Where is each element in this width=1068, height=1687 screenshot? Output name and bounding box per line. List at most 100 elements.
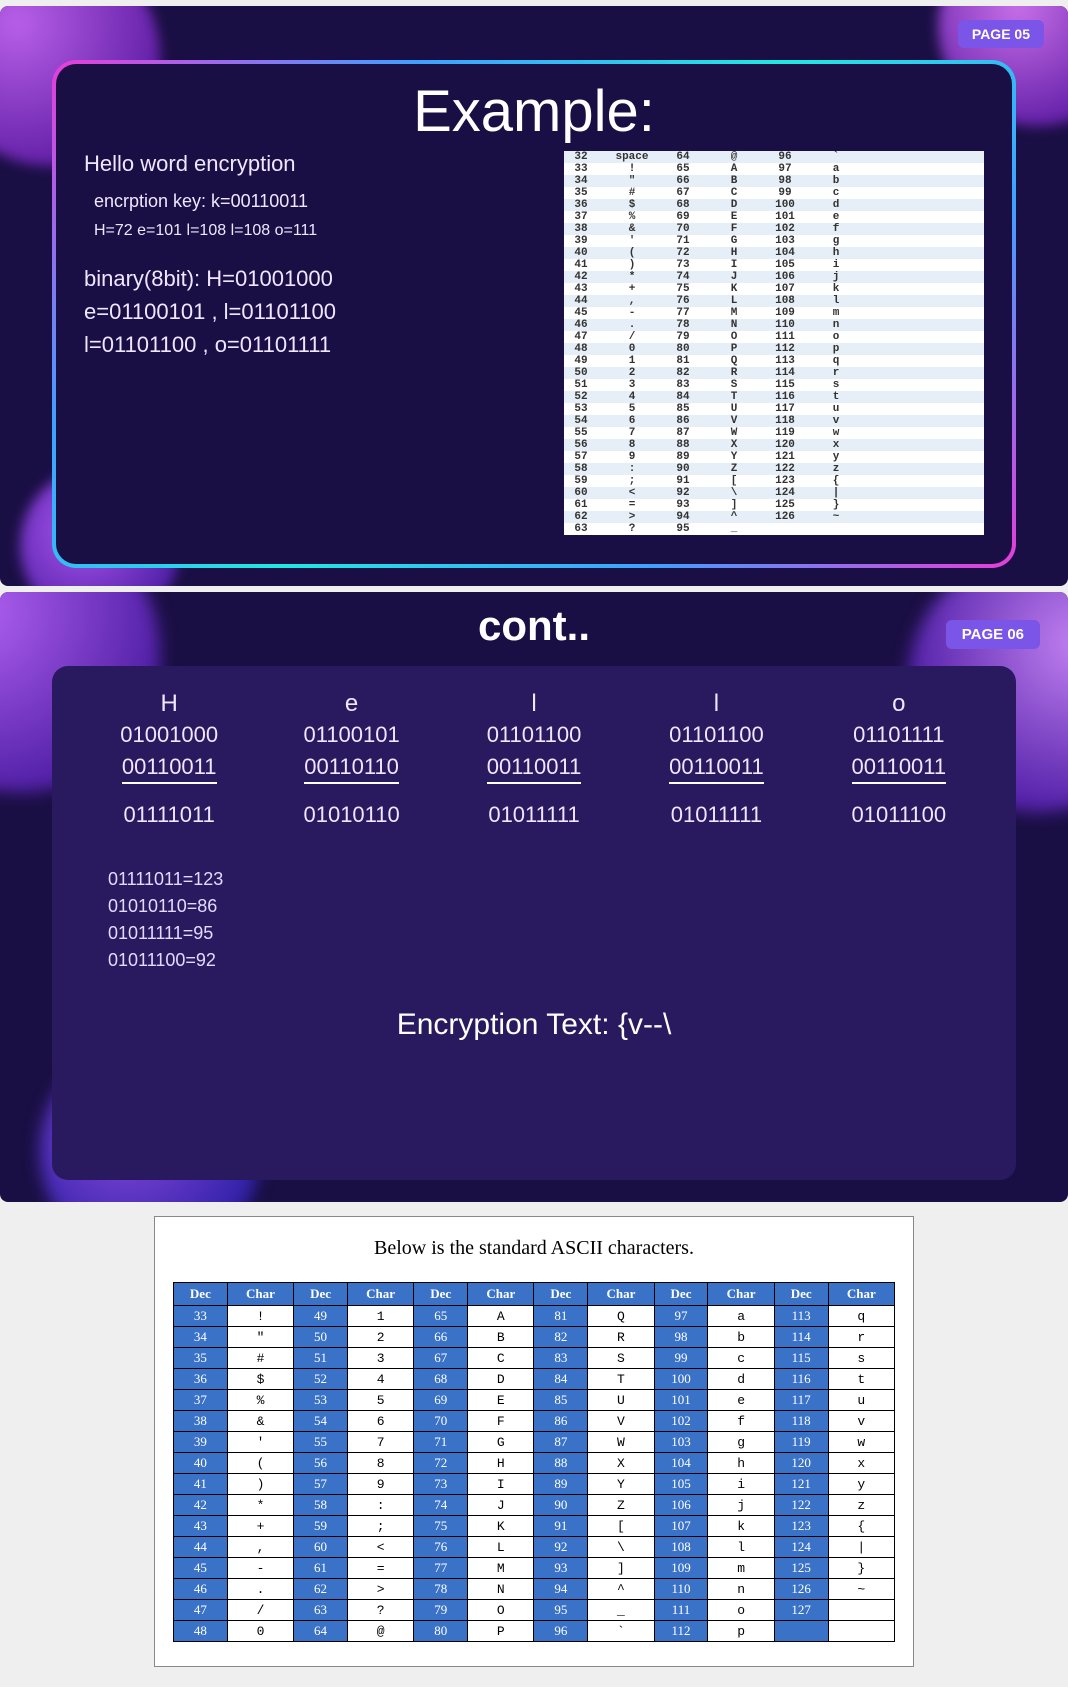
slide-title: cont.. [0, 602, 1068, 650]
decimal-results: 01111011=12301010110=8601011111=95010111… [108, 866, 976, 974]
table-row: 61=93]125} [564, 499, 984, 511]
key: 00110011 [122, 754, 217, 784]
table-row: 34"66B98b [564, 175, 984, 187]
text-line: encrption key: k=00110011 [84, 191, 540, 212]
table-row: 40(56872H88X104h120x [174, 1453, 895, 1474]
decimal-line: 01010110=86 [108, 893, 976, 920]
ascii-reference-card: Below is the standard ASCII characters. … [154, 1216, 914, 1667]
result: 01111011 [92, 802, 246, 828]
column-header: Dec [174, 1283, 228, 1306]
table-row: 35#67C99c [564, 187, 984, 199]
table-row: 56888X120x [564, 439, 984, 451]
text-line: Hello word encryption [84, 151, 540, 177]
table-row: 54686V118v [564, 415, 984, 427]
ascii-table: DecCharDecCharDecCharDecCharDecCharDecCh… [173, 1282, 895, 1642]
table-row: 36$68D100d [564, 199, 984, 211]
table-row: 41)57973I89Y105i121y [174, 1474, 895, 1495]
table-row: 37%53569E85U101e117u [174, 1390, 895, 1411]
table-row: 34"50266B82R98b114r [174, 1327, 895, 1348]
table-row: 44,76L108l [564, 295, 984, 307]
text-line: H=72 e=101 l=108 l=108 o=111 [84, 222, 540, 240]
result: 01011111 [639, 802, 793, 828]
table-row: 44,60<76L92\108l124| [174, 1537, 895, 1558]
content-frame: Example: Hello word encryption encrption… [52, 60, 1016, 568]
table-row: 46.62>78N94^110n126~ [174, 1579, 895, 1600]
letter: o [822, 690, 976, 718]
binary-line: l=01101100 , o=01101111 [84, 328, 540, 361]
table-row: 42*58:74J90Z106j122z [174, 1495, 895, 1516]
column-header: Char [227, 1283, 293, 1306]
table-row: 40(72H104h [564, 247, 984, 259]
table-row: 41)73I105i [564, 259, 984, 271]
table-row: 48080P112p [564, 343, 984, 355]
table-row: 47/79O111o [564, 331, 984, 343]
letter: l [639, 690, 793, 718]
table-row: 43+75K107k [564, 283, 984, 295]
xor-column: H 01001000 00110011 01111011 [92, 690, 246, 828]
table-row: 47/63?79O95_111o127 [174, 1600, 895, 1621]
card-title: Below is the standard ASCII characters. [173, 1237, 895, 1260]
column-header: Char [708, 1283, 774, 1306]
slide-text: Hello word encryption encrption key: k=0… [84, 151, 540, 535]
table-row: 42*74J106j [564, 271, 984, 283]
binary: 01101111 [822, 722, 976, 748]
key: 00110011 [487, 754, 582, 784]
column-header: Char [468, 1283, 534, 1306]
column-header: Char [347, 1283, 413, 1306]
binary: 01101100 [639, 722, 793, 748]
binary-line: binary(8bit): H=01001000 [84, 262, 540, 295]
table-row: 35#51367C83S99c115s [174, 1348, 895, 1369]
table-row: 43+59;75K91[107k123{ [174, 1516, 895, 1537]
slide-page-06: cont.. PAGE 06 H 01001000 00110011 01111011… [0, 592, 1068, 1202]
page-badge: PAGE 06 [946, 620, 1040, 649]
key: 00110011 [669, 754, 764, 784]
table-row: 55787W119w [564, 427, 984, 439]
content-panel: H 01001000 00110011 01111011 e01100101001101… [52, 666, 1016, 1180]
xor-column: l 01101100 00110011 01011111 [639, 690, 793, 828]
page-badge: PAGE 05 [958, 20, 1044, 48]
letter: l [457, 690, 611, 718]
table-row: 51383S115s [564, 379, 984, 391]
binary: 01101100 [457, 722, 611, 748]
xor-column: l 01101100 00110011 01011111 [457, 690, 611, 828]
letter: H [92, 690, 246, 718]
table-row: 62>94^126~ [564, 511, 984, 523]
column-header: Char [828, 1283, 894, 1306]
table-row: 49181Q113q [564, 355, 984, 367]
decimal-line: 01111011=123 [108, 866, 976, 893]
slide-page-05: PAGE 05 Example: Hello word encryption e… [0, 6, 1068, 586]
table-row: 45-77M109m [564, 307, 984, 319]
table-row: 53585U117u [564, 403, 984, 415]
slide-title: Example: [84, 78, 984, 145]
table-row: 38&70F102f [564, 223, 984, 235]
table-row: 36$52468D84T100d116t [174, 1369, 895, 1390]
table-row: 52484T116t [564, 391, 984, 403]
binary: 01001000 [92, 722, 246, 748]
column-header: Dec [774, 1283, 828, 1306]
table-row: 59;91[123{ [564, 475, 984, 487]
table-row: 57989Y121y [564, 451, 984, 463]
decimal-line: 01011111=95 [108, 920, 976, 947]
column-header: Char [588, 1283, 654, 1306]
table-row: 37%69E101e [564, 211, 984, 223]
result: 01011111 [457, 802, 611, 828]
table-row: 50282R114r [564, 367, 984, 379]
table-row: 45-61=77M93]109m125} [174, 1558, 895, 1579]
xor-column: e011001010011011001010110 [274, 690, 428, 828]
table-row: 38&54670F86V102f118v [174, 1411, 895, 1432]
table-row: 32space64@96` [564, 151, 984, 163]
table-row: 58:90Z122z [564, 463, 984, 475]
decimal-line: 01011100=92 [108, 947, 976, 974]
column-header: Dec [654, 1283, 708, 1306]
encryption-result: Encryption Text: {v--\ [92, 1008, 976, 1042]
table-row: 60<92\124| [564, 487, 984, 499]
table-row: 33!49165A81Q97a113q [174, 1306, 895, 1327]
table-row: 46.78N110n [564, 319, 984, 331]
result: 01011100 [822, 802, 976, 828]
result: 01010110 [274, 802, 428, 828]
letter: e [274, 690, 428, 718]
column-header: Dec [414, 1283, 468, 1306]
table-row: 39'55771G87W103g119w [174, 1432, 895, 1453]
ascii-mini-table: 32space64@96`33!65A97a34"66B98b35#67C99c… [564, 151, 984, 535]
column-header: Dec [534, 1283, 588, 1306]
